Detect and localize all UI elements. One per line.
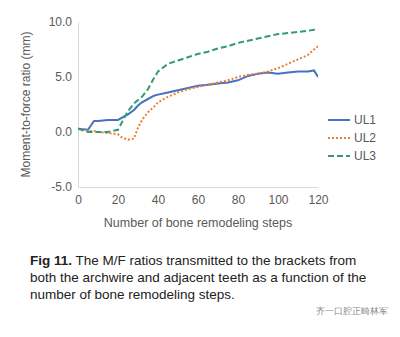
caption-text: The M/F ratios transmitted to the bracke… <box>30 253 366 302</box>
y-axis: -5.0 0.0 5.0 10.0 <box>49 15 79 194</box>
x-tick: 60 <box>192 187 206 207</box>
x-tick: 100 <box>268 187 288 207</box>
y-tick-label: 10.0 <box>49 15 73 29</box>
legend-swatch <box>328 119 350 121</box>
x-tick-label: 100 <box>268 193 288 207</box>
x-axis-title: Number of bone remodeling steps <box>104 216 292 230</box>
legend-swatch <box>328 155 350 157</box>
legend-swatch <box>328 137 350 139</box>
y-tick: 5.0 <box>55 70 78 84</box>
series-line <box>78 30 318 132</box>
y-tick-label: -5.0 <box>51 180 72 194</box>
legend-label: UL1 <box>354 113 376 127</box>
x-tick-label: 0 <box>75 193 82 207</box>
series-line <box>78 70 318 129</box>
x-tick: 20 <box>112 187 126 207</box>
legend: UL1 UL2 UL3 <box>328 113 376 163</box>
x-tick: 40 <box>152 187 166 207</box>
legend-label: UL3 <box>354 149 376 163</box>
x-tick-label: 60 <box>192 193 206 207</box>
y-tick: 10.0 <box>49 15 78 29</box>
legend-label: UL2 <box>354 131 376 145</box>
chart: -5.0 0.0 5.0 10.0 0 20 40 60 80 100 120 Number of b… <box>0 0 400 250</box>
y-tick-label: 0.0 <box>55 125 72 139</box>
watermark: 齐一口腔正畸林军 <box>316 305 388 318</box>
y-tick: -5.0 <box>51 180 78 194</box>
y-axis-line <box>78 23 79 188</box>
x-tick-label: 120 <box>308 193 328 207</box>
plot-area <box>78 30 318 140</box>
x-axis: 0 20 40 60 80 100 120 <box>75 187 329 207</box>
x-tick-label: 20 <box>112 193 126 207</box>
x-tick-label: 80 <box>232 193 246 207</box>
x-tick-label: 40 <box>152 193 166 207</box>
y-axis-title: Moment-to-force ratio (mm) <box>19 31 33 177</box>
caption-label: Fig 11. <box>30 253 72 268</box>
y-tick: 0.0 <box>55 125 78 139</box>
x-axis-line <box>79 187 319 188</box>
y-tick-label: 5.0 <box>55 70 72 84</box>
caption: Fig 11. The M/F ratios transmitted to th… <box>30 252 375 303</box>
x-tick: 80 <box>232 187 246 207</box>
x-tick: 0 <box>75 187 82 207</box>
x-tick: 120 <box>308 187 328 207</box>
watermark-text: 齐一口腔正畸林军 <box>316 306 388 316</box>
series-line <box>78 46 318 140</box>
